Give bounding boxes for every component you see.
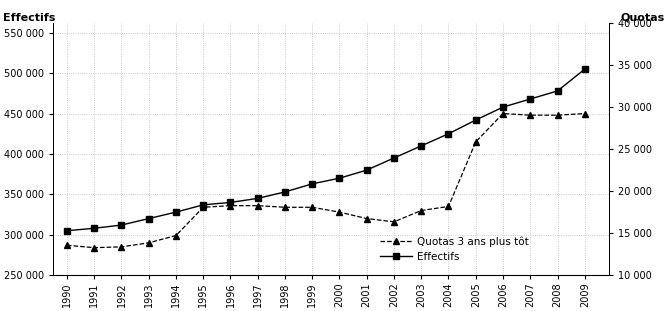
Effectifs	[581, 67, 589, 71]
Quotas 3 ans plus tôt	[145, 241, 153, 245]
Effectifs	[336, 176, 344, 180]
Quotas 3 ans plus tôt	[172, 234, 180, 237]
Quotas 3 ans plus tôt	[390, 220, 398, 224]
Quotas 3 ans plus tôt	[90, 246, 98, 249]
Effectifs	[254, 197, 262, 200]
Quotas 3 ans plus tôt	[200, 205, 207, 209]
Effectifs	[309, 182, 317, 186]
Quotas 3 ans plus tôt	[281, 205, 289, 209]
Effectifs	[227, 201, 235, 204]
Quotas 3 ans plus tôt	[417, 209, 425, 212]
Quotas 3 ans plus tôt	[227, 204, 235, 207]
Effectifs	[471, 118, 479, 122]
Text: Effectifs: Effectifs	[3, 13, 56, 23]
Effectifs	[444, 132, 452, 136]
Effectifs	[362, 168, 370, 172]
Text: Quotas: Quotas	[620, 13, 665, 23]
Line: Quotas 3 ans plus tôt: Quotas 3 ans plus tôt	[63, 110, 589, 251]
Quotas 3 ans plus tôt	[581, 112, 589, 115]
Effectifs	[200, 203, 207, 207]
Quotas 3 ans plus tôt	[309, 205, 317, 209]
Quotas 3 ans plus tôt	[444, 205, 452, 208]
Quotas 3 ans plus tôt	[336, 210, 344, 214]
Effectifs	[553, 89, 561, 93]
Effectifs	[172, 210, 180, 214]
Effectifs	[90, 226, 98, 230]
Effectifs	[118, 223, 126, 227]
Legend: Quotas 3 ans plus tôt, Effectifs: Quotas 3 ans plus tôt, Effectifs	[377, 233, 532, 265]
Quotas 3 ans plus tôt	[499, 112, 507, 115]
Effectifs	[499, 105, 507, 109]
Quotas 3 ans plus tôt	[526, 113, 534, 117]
Effectifs	[417, 144, 425, 148]
Effectifs	[526, 97, 534, 101]
Quotas 3 ans plus tôt	[553, 113, 561, 117]
Line: Effectifs: Effectifs	[64, 66, 588, 234]
Quotas 3 ans plus tôt	[63, 244, 71, 247]
Quotas 3 ans plus tôt	[118, 245, 126, 249]
Effectifs	[145, 217, 153, 220]
Quotas 3 ans plus tôt	[254, 204, 262, 207]
Effectifs	[63, 229, 71, 233]
Effectifs	[390, 156, 398, 160]
Quotas 3 ans plus tôt	[362, 217, 370, 220]
Quotas 3 ans plus tôt	[471, 140, 479, 144]
Effectifs	[281, 190, 289, 194]
